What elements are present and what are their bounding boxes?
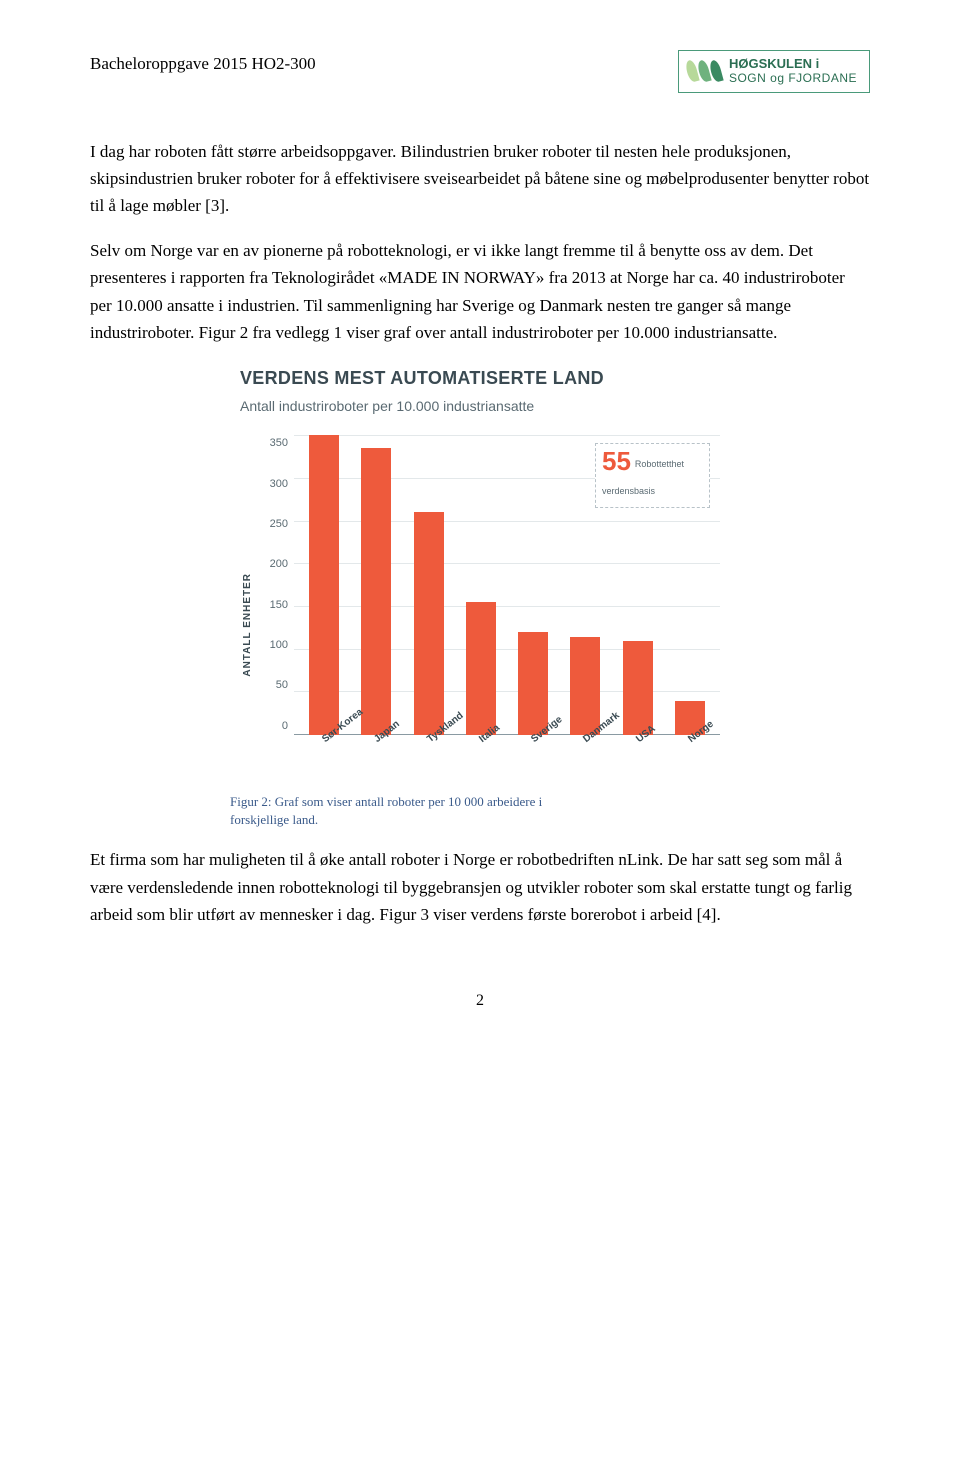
bar-italia <box>466 602 496 735</box>
y-tick: 100 <box>260 637 288 655</box>
logo-text: HØGSKULEN i SOGN og FJORDANE <box>729 57 857 86</box>
y-tick: 250 <box>260 516 288 534</box>
y-tick: 150 <box>260 597 288 615</box>
bar-sør-korea <box>309 435 339 735</box>
chart-title: VERDENS MEST AUTOMATISERTE LAND <box>240 364 720 393</box>
doc-title: Bacheloroppgave 2015 HO2-300 <box>90 50 316 77</box>
page-number: 2 <box>90 988 870 1014</box>
chart-subtitle: Antall industriroboter per 10.000 indust… <box>240 395 720 417</box>
callout-value: 55 <box>602 448 631 474</box>
leaf-icon <box>684 59 699 83</box>
robot-density-chart: VERDENS MEST AUTOMATISERTE LAND Antall i… <box>240 364 720 775</box>
y-tick: 350 <box>260 435 288 453</box>
paragraph-1: I dag har roboten fått større arbeidsopp… <box>90 138 870 220</box>
page-header: Bacheloroppgave 2015 HO2-300 HØGSKULEN i… <box>90 50 870 93</box>
institution-logo: HØGSKULEN i SOGN og FJORDANE <box>678 50 870 93</box>
y-tick: 300 <box>260 476 288 494</box>
y-tick: 50 <box>260 677 288 695</box>
body-text-2: Et firma som har muligheten til å øke an… <box>90 846 870 928</box>
y-axis-label: ANTALL ENHETER <box>240 533 256 677</box>
y-tick: 200 <box>260 556 288 574</box>
figure-caption: Figur 2: Graf som viser antall roboter p… <box>230 793 590 828</box>
bar-tyskland <box>414 512 444 735</box>
logo-leaves-icon <box>687 60 721 82</box>
x-axis-labels: Sør-KoreaJapanTysklandItaliaSverigeDanma… <box>294 735 720 775</box>
paragraph-2: Selv om Norge var en av pionerne på robo… <box>90 237 870 346</box>
y-tick: 0 <box>260 718 288 736</box>
plot-area: Sør-KoreaJapanTysklandItaliaSverigeDanma… <box>294 435 720 775</box>
body-text: I dag har roboten fått større arbeidsopp… <box>90 138 870 346</box>
logo-line1: HØGSKULEN i <box>729 57 857 72</box>
y-axis-ticks: 350 300 250 200 150 100 50 0 <box>260 435 288 775</box>
logo-line2: SOGN og FJORDANE <box>729 72 857 86</box>
chart-area: ANTALL ENHETER 350 300 250 200 150 100 50 0 Sør… <box>240 435 720 775</box>
callout-box: 55 Robottetthet verdensbasis <box>595 443 710 507</box>
paragraph-3: Et firma som har muligheten til å øke an… <box>90 846 870 928</box>
bar-japan <box>361 448 391 735</box>
